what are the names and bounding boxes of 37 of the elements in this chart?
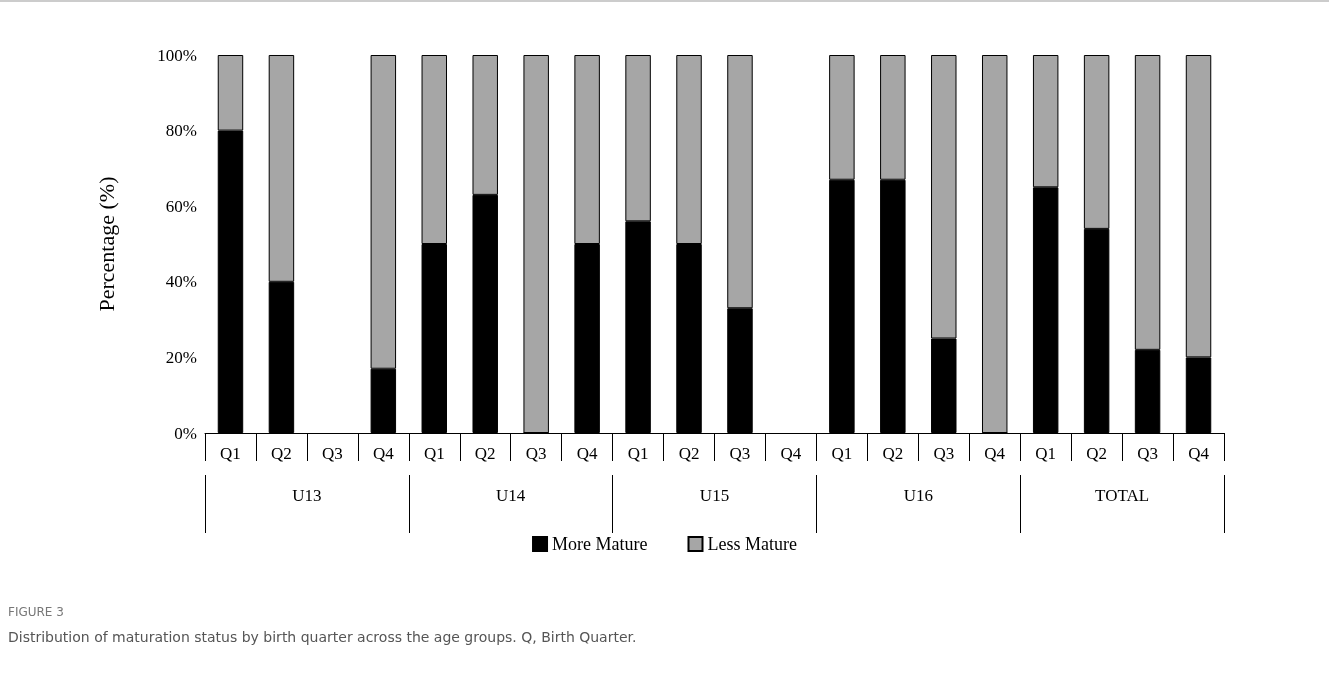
caption: FIGURE 3 (8, 605, 64, 619)
legend-label: More Mature (552, 534, 648, 554)
y-tick-label: 80% (165, 121, 197, 141)
x-tick-label: Q1 (831, 444, 853, 463)
x-tick-label: Q3 (1137, 444, 1158, 463)
text: U16 (903, 486, 933, 505)
y-tick-label: 20% (165, 347, 197, 367)
x-tick-label: Q1 (220, 444, 241, 463)
x-tick-label: Q3 (729, 444, 751, 463)
x-tick-label: Q2 (882, 444, 904, 463)
x-tick-label: Q1 (423, 444, 445, 463)
y-tick-label: 100% (157, 45, 197, 65)
x-tick-label: Q3 (321, 444, 343, 463)
x-tick-label: Q3 (525, 444, 547, 463)
text: U13 (292, 486, 322, 505)
x-tick-label: Q1 (627, 444, 649, 463)
x-tick-label: Q2 (271, 444, 292, 463)
y-axis-title: Percentage (%) (93, 176, 119, 312)
x-tick-label: Q2 (474, 444, 496, 463)
x-tick-label: Q1 (1035, 444, 1057, 463)
x-tick-label: Q4 (780, 444, 802, 463)
text: Distribution of maturation status by birth quarter across the age groups. Q, Birth Quarter. (8, 629, 637, 645)
x-tick-label: Q4 (576, 444, 599, 463)
x-tick-label: Q4 (1188, 444, 1210, 463)
legend-label: Less Mature (707, 534, 797, 554)
x-tick-label: Q2 (678, 444, 700, 463)
text: TOTAL (1095, 486, 1150, 505)
y-tick-label: 0% (174, 423, 197, 443)
text: U14 (496, 486, 526, 505)
x-tick-label: Q2 (1086, 444, 1108, 463)
x-tick-label: Q4 (372, 444, 395, 463)
text: U15 (699, 486, 730, 505)
x-tick-label: Q3 (933, 444, 955, 463)
y-tick-label: 60% (165, 196, 197, 216)
y-tick-label: 40% (165, 272, 197, 292)
x-tick-label: Q4 (984, 444, 1006, 463)
bar (523, 55, 549, 433)
